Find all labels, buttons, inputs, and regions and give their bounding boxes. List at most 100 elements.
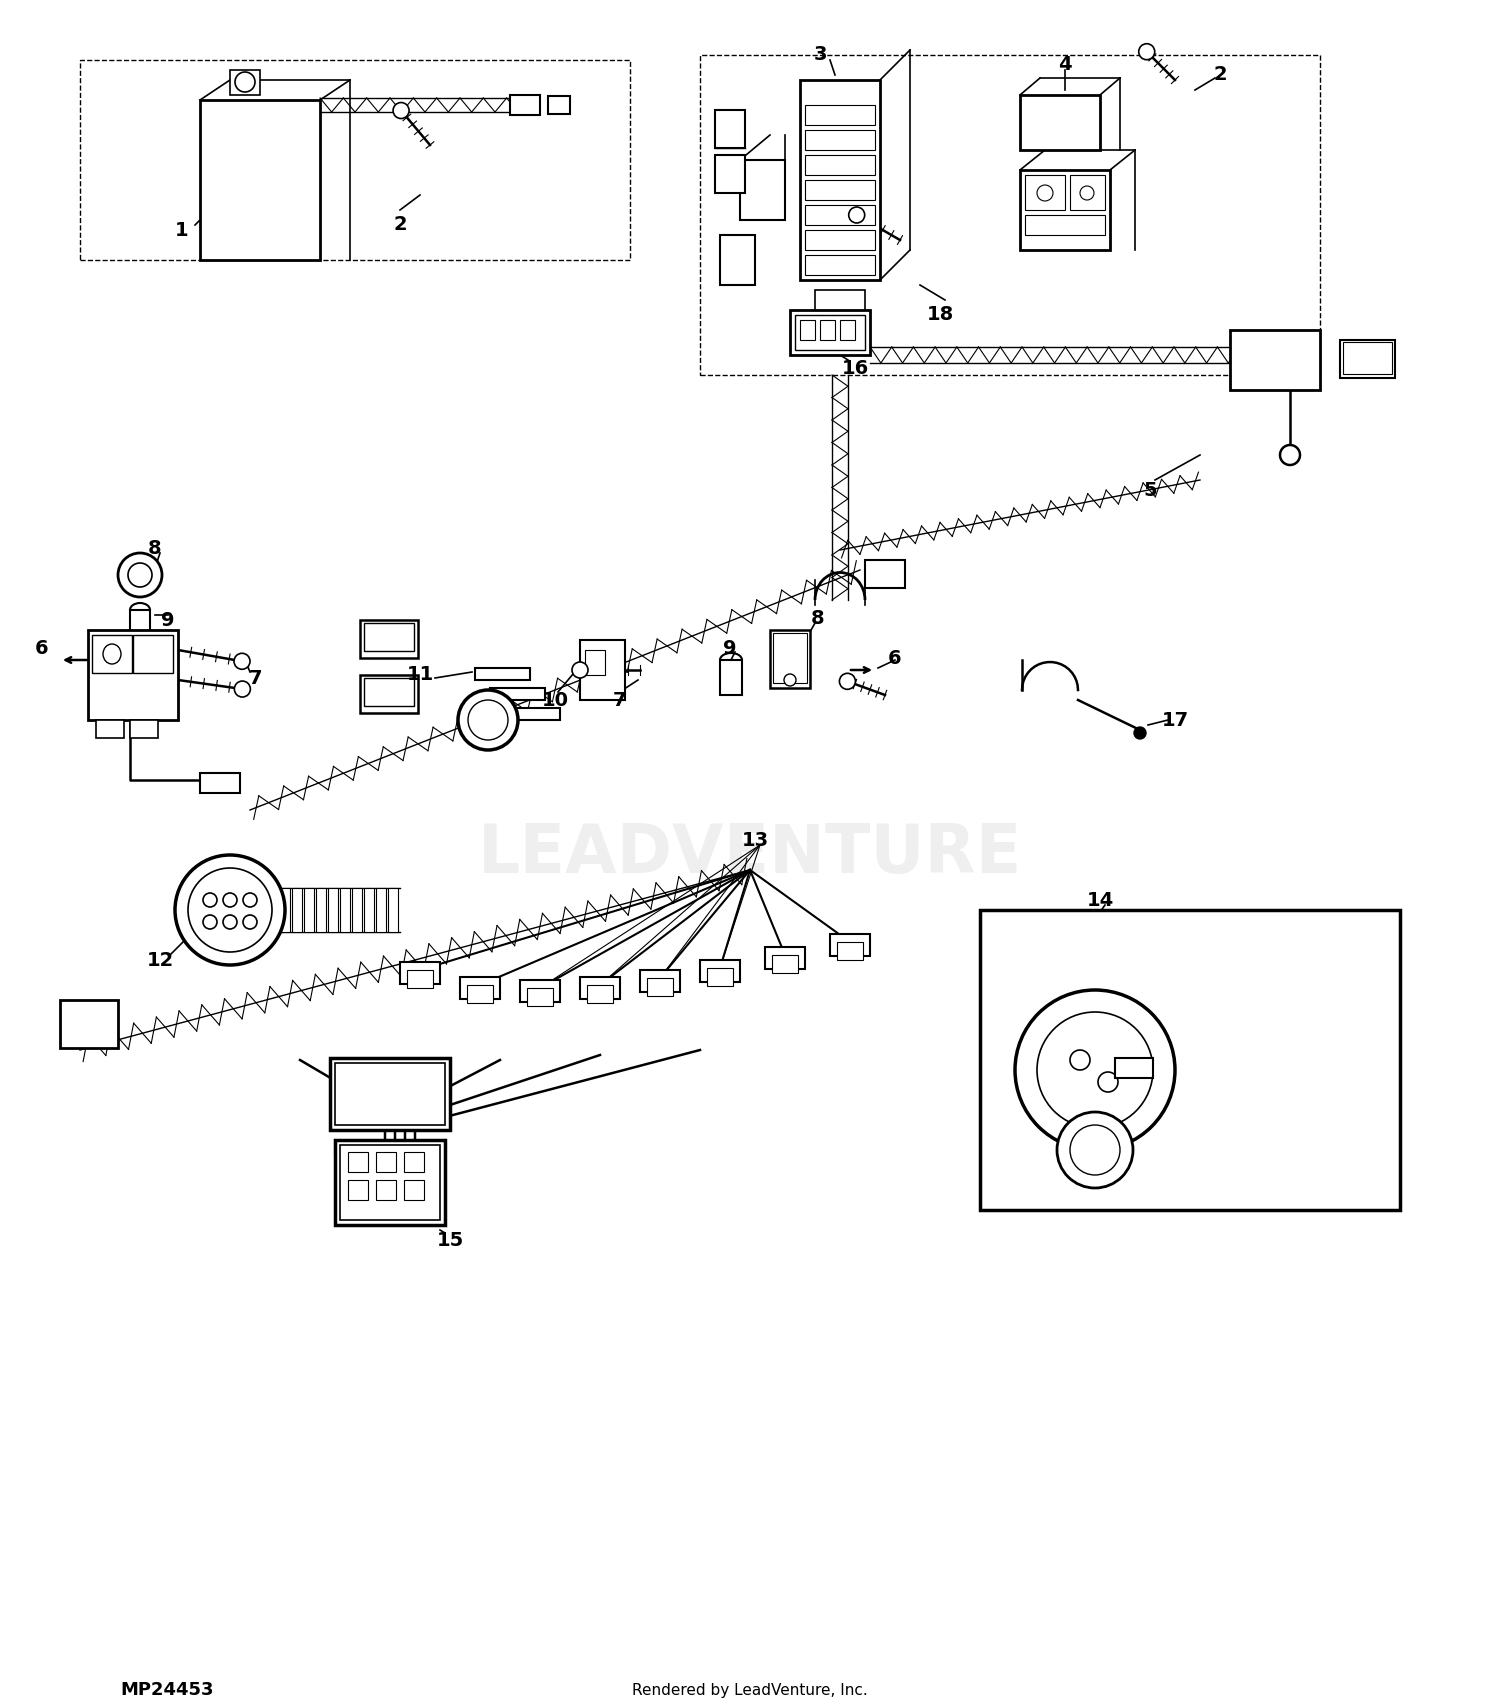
Text: 9: 9	[723, 638, 736, 657]
Bar	[740, 160, 784, 220]
Text: 2: 2	[393, 215, 406, 234]
Circle shape	[1036, 184, 1053, 201]
Bar	[506, 708, 560, 720]
Bar	[200, 101, 320, 259]
Bar	[795, 316, 865, 350]
Bar	[980, 910, 1400, 1210]
Circle shape	[572, 662, 588, 678]
Bar	[130, 609, 150, 642]
Bar	[700, 959, 740, 982]
Circle shape	[1098, 1072, 1118, 1092]
Bar	[706, 968, 734, 987]
Text: 15: 15	[436, 1231, 463, 1250]
Bar	[765, 947, 806, 970]
Bar	[716, 155, 746, 193]
Bar	[770, 630, 810, 688]
Bar	[404, 1152, 424, 1173]
Text: 1: 1	[176, 220, 189, 239]
Bar	[800, 80, 880, 280]
Bar	[328, 888, 338, 932]
Bar	[476, 667, 530, 679]
Bar	[364, 623, 414, 650]
Circle shape	[176, 855, 285, 964]
Bar	[585, 650, 604, 674]
Bar	[376, 1180, 396, 1200]
Bar	[580, 640, 626, 700]
Bar	[1024, 215, 1106, 236]
Bar	[1230, 329, 1320, 389]
Text: 2: 2	[1214, 65, 1227, 85]
Bar	[640, 970, 680, 992]
Bar	[88, 630, 178, 720]
Circle shape	[234, 681, 250, 696]
Bar	[360, 674, 419, 714]
Bar	[130, 720, 158, 737]
Text: 6: 6	[888, 649, 902, 667]
Bar	[865, 560, 904, 587]
Bar	[348, 1180, 368, 1200]
Bar	[1340, 340, 1395, 377]
Text: 5: 5	[1143, 480, 1156, 500]
Text: 16: 16	[842, 358, 868, 377]
Ellipse shape	[104, 644, 122, 664]
Bar	[830, 934, 870, 956]
Text: 14: 14	[1086, 891, 1113, 910]
Circle shape	[234, 654, 250, 669]
Circle shape	[202, 893, 217, 906]
Bar	[1342, 341, 1392, 374]
Circle shape	[202, 915, 217, 929]
Circle shape	[118, 553, 162, 597]
Text: 3: 3	[813, 46, 826, 65]
Bar	[548, 96, 570, 114]
Text: 11: 11	[406, 666, 433, 685]
Bar	[837, 942, 862, 959]
Bar	[800, 319, 814, 340]
Bar	[334, 1140, 446, 1226]
Bar	[806, 179, 874, 200]
Bar	[806, 205, 874, 225]
Bar	[526, 988, 554, 1005]
Bar	[304, 888, 313, 932]
Circle shape	[1070, 1125, 1120, 1174]
Bar	[1020, 96, 1100, 150]
Text: 8: 8	[812, 608, 825, 628]
Bar	[230, 70, 260, 96]
Text: Rendered by LeadVenture, Inc.: Rendered by LeadVenture, Inc.	[632, 1683, 868, 1697]
Text: 4: 4	[1058, 56, 1072, 75]
Circle shape	[1016, 990, 1174, 1151]
Bar	[340, 888, 350, 932]
Text: MP24453: MP24453	[120, 1681, 213, 1698]
Circle shape	[224, 893, 237, 906]
Bar	[720, 661, 742, 695]
Circle shape	[243, 915, 256, 929]
Bar	[80, 60, 630, 259]
Text: 17: 17	[1161, 710, 1188, 729]
Bar	[720, 236, 754, 285]
Bar	[360, 620, 419, 657]
Bar	[510, 96, 540, 114]
Bar	[1114, 1058, 1154, 1079]
Circle shape	[784, 674, 796, 686]
Bar	[280, 888, 290, 932]
Bar	[772, 954, 798, 973]
Bar	[400, 963, 439, 983]
Bar	[815, 290, 866, 316]
Bar	[376, 1152, 396, 1173]
Bar	[352, 888, 362, 932]
Circle shape	[243, 893, 256, 906]
Circle shape	[840, 673, 855, 690]
Bar	[292, 888, 302, 932]
Bar	[404, 1180, 424, 1200]
Circle shape	[1058, 1111, 1132, 1188]
Text: 6: 6	[34, 638, 50, 657]
Bar	[406, 970, 433, 988]
Circle shape	[128, 563, 152, 587]
Bar	[806, 130, 874, 150]
Bar	[364, 888, 374, 932]
Bar	[364, 678, 414, 707]
Bar	[348, 1152, 368, 1173]
Bar	[586, 985, 613, 1004]
Bar	[646, 978, 674, 995]
Bar	[806, 230, 874, 249]
Circle shape	[1036, 1012, 1154, 1128]
